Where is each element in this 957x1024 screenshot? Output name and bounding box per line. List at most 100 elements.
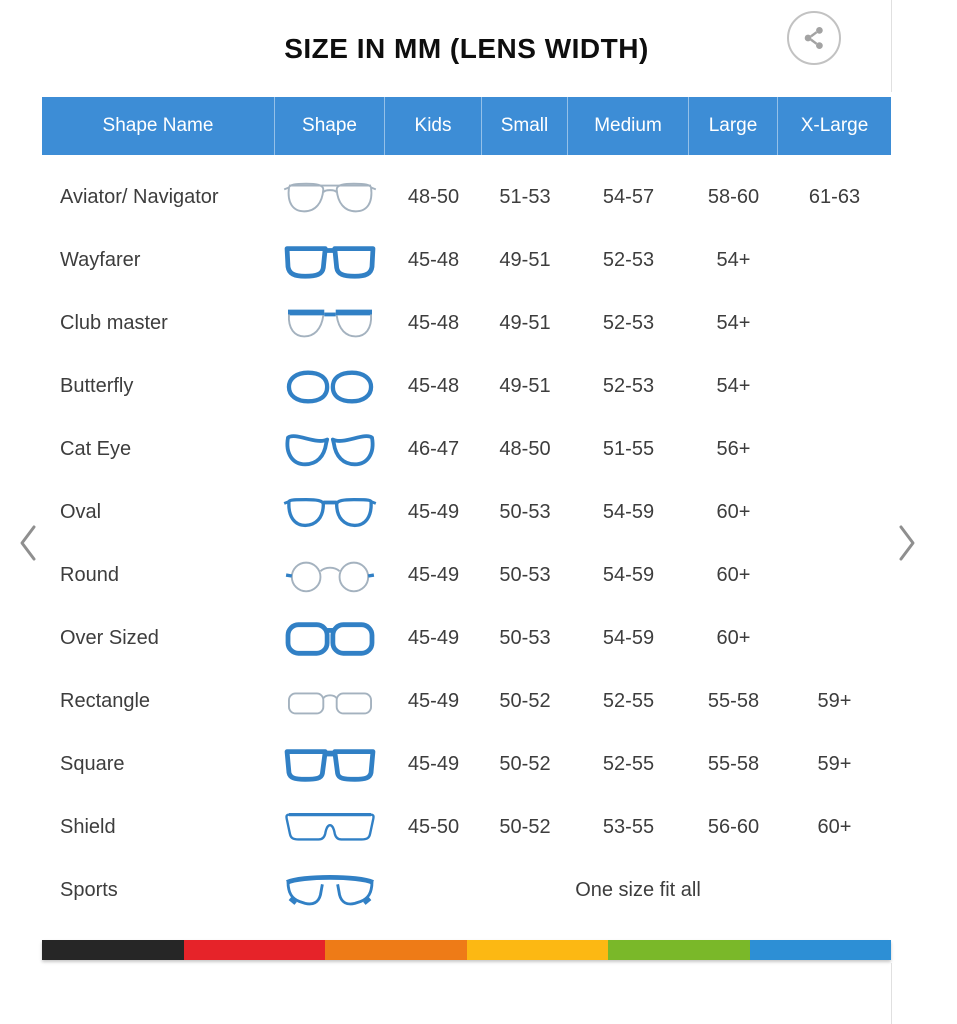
cateye-glasses-icon	[275, 429, 385, 471]
one-size-label: One size fit all	[575, 879, 701, 901]
size-value-x-large: 60+	[817, 816, 852, 838]
size-value-large: 60+	[716, 627, 751, 649]
size-value-kids: 48-50	[407, 186, 460, 208]
table-row-club-master: Club master 45-48 49-51 52-53 54+	[42, 292, 891, 355]
column-header-small: Small	[482, 97, 568, 155]
round-glasses-icon	[275, 555, 385, 597]
size-value-kids: 45-48	[407, 375, 460, 397]
size-value-medium: 52-53	[602, 249, 655, 271]
color-bar-segment-6	[749, 940, 891, 960]
size-value-kids: 45-48	[407, 249, 460, 271]
size-value-large: 60+	[716, 501, 751, 523]
color-bar-segment-5	[608, 940, 750, 960]
size-value-kids: 46-47	[407, 438, 460, 460]
size-value-medium: 51-55	[602, 438, 655, 460]
size-value-kids: 45-49	[407, 753, 460, 775]
shape-name-label: Over Sized	[60, 627, 159, 649]
shape-name-label: Oval	[60, 501, 102, 523]
shape-name-label: Aviator/ Navigator	[60, 186, 219, 208]
color-bar-segment-4	[466, 940, 608, 960]
butterfly-glasses-icon	[275, 366, 385, 408]
size-value-large: 56-60	[707, 816, 760, 838]
size-value-medium: 54-57	[602, 186, 655, 208]
title-row: SIZE IN MM (LENS WIDTH)	[42, 0, 891, 97]
table-row-round: Round 45-49 50-53 54-59 60+	[42, 544, 891, 607]
size-value-small: 51-53	[499, 186, 551, 208]
size-value-large: 58-60	[707, 186, 760, 208]
column-header-medium: Medium	[568, 97, 689, 155]
size-value-x-large: 59+	[817, 690, 852, 712]
size-value-large: 54+	[716, 375, 751, 397]
shape-name-label: Sports	[60, 879, 118, 901]
size-value-large: 56+	[716, 438, 751, 460]
table-header-row: Shape Name Shape Kids Small Medium Large X-Lar…	[42, 97, 891, 155]
table-row-sports: Sports One size fit all	[42, 859, 891, 922]
table-row-shield: Shield 45-50 50-52 53-55 56-60 60+	[42, 796, 891, 859]
size-value-medium: 52-53	[602, 312, 655, 334]
size-value-medium: 53-55	[602, 816, 655, 838]
size-value-small: 50-52	[499, 816, 551, 838]
share-icon	[801, 25, 827, 51]
size-value-kids: 45-48	[407, 312, 460, 334]
size-value-medium: 52-53	[602, 375, 655, 397]
column-header-x-large: X-Large	[800, 115, 869, 136]
footer-color-bar	[42, 940, 891, 960]
shape-name-label: Round	[60, 564, 119, 586]
shape-name-label: Rectangle	[60, 690, 151, 712]
oval-glasses-icon	[275, 492, 385, 534]
aviator-glasses-icon	[275, 177, 385, 219]
shape-name-label: Club master	[60, 312, 168, 334]
column-header-kids: Kids	[385, 97, 482, 155]
size-value-medium: 54-59	[602, 627, 655, 649]
carousel-prev-button[interactable]	[14, 523, 42, 565]
size-value-small: 50-53	[499, 501, 551, 523]
size-table: Shape Name Shape Kids Small Medium Large X-Lar…	[42, 97, 891, 922]
shape-name-label: Shield	[60, 816, 116, 838]
page-title: SIZE IN MM (LENS WIDTH)	[284, 32, 649, 64]
shield-glasses-icon	[275, 807, 385, 849]
chevron-right-icon	[897, 524, 917, 565]
table-row-cat-eye: Cat Eye 46-47 48-50 51-55 56+	[42, 418, 891, 481]
size-value-small: 50-52	[499, 690, 551, 712]
sports-glasses-icon	[275, 870, 385, 912]
color-bar-segment-1	[42, 940, 184, 960]
size-value-small: 49-51	[499, 312, 551, 334]
size-value-x-large: 61-63	[808, 186, 861, 208]
table-body: Aviator/ Navigator 48-50 51-53 54-57 58-60 6…	[42, 155, 891, 922]
share-button[interactable]	[787, 11, 841, 65]
column-header-shape: Shape	[275, 97, 385, 155]
rectangle-glasses-icon	[275, 681, 385, 723]
size-value-large: 54+	[716, 312, 751, 334]
table-row-square: Square 45-49 50-52 52-55 55-58 59+	[42, 733, 891, 796]
size-value-small: 50-53	[499, 627, 551, 649]
size-value-large: 60+	[716, 564, 751, 586]
size-value-kids: 45-49	[407, 690, 460, 712]
column-header-shape-name: Shape Name	[42, 97, 275, 155]
size-value-large: 54+	[716, 249, 751, 271]
size-value-large: 55-58	[707, 690, 760, 712]
shape-name-label: Wayfarer	[60, 249, 141, 271]
size-chart-content: SIZE IN MM (LENS WIDTH) Shape Name Shape K…	[42, 0, 891, 960]
size-value-kids: 45-49	[407, 564, 460, 586]
table-row-butterfly: Butterfly 45-48 49-51 52-53 54+	[42, 355, 891, 418]
square-glasses-icon	[275, 744, 385, 786]
column-header-large: Large	[689, 97, 778, 155]
size-value-kids: 45-49	[407, 501, 460, 523]
size-value-kids: 45-49	[407, 627, 460, 649]
shape-name-label: Cat Eye	[60, 438, 132, 460]
size-value-medium: 52-55	[602, 753, 655, 775]
size-value-small: 50-52	[499, 753, 551, 775]
size-value-small: 49-51	[499, 375, 551, 397]
oversized-glasses-icon	[275, 618, 385, 660]
clubmaster-glasses-icon	[275, 303, 385, 345]
color-bar-segment-3	[325, 940, 467, 960]
table-row-rectangle: Rectangle 45-49 50-52 52-55 55-58 59+	[42, 670, 891, 733]
table-row-wayfarer: Wayfarer 45-48 49-51 52-53 54+	[42, 229, 891, 292]
color-bar-segment-2	[183, 940, 325, 960]
size-value-medium: 54-59	[602, 501, 655, 523]
table-row-over-sized: Over Sized 45-49 50-53 54-59 60+	[42, 607, 891, 670]
carousel-next-button[interactable]	[893, 523, 921, 565]
size-value-medium: 54-59	[602, 564, 655, 586]
page-edge-bottom	[891, 963, 892, 1024]
